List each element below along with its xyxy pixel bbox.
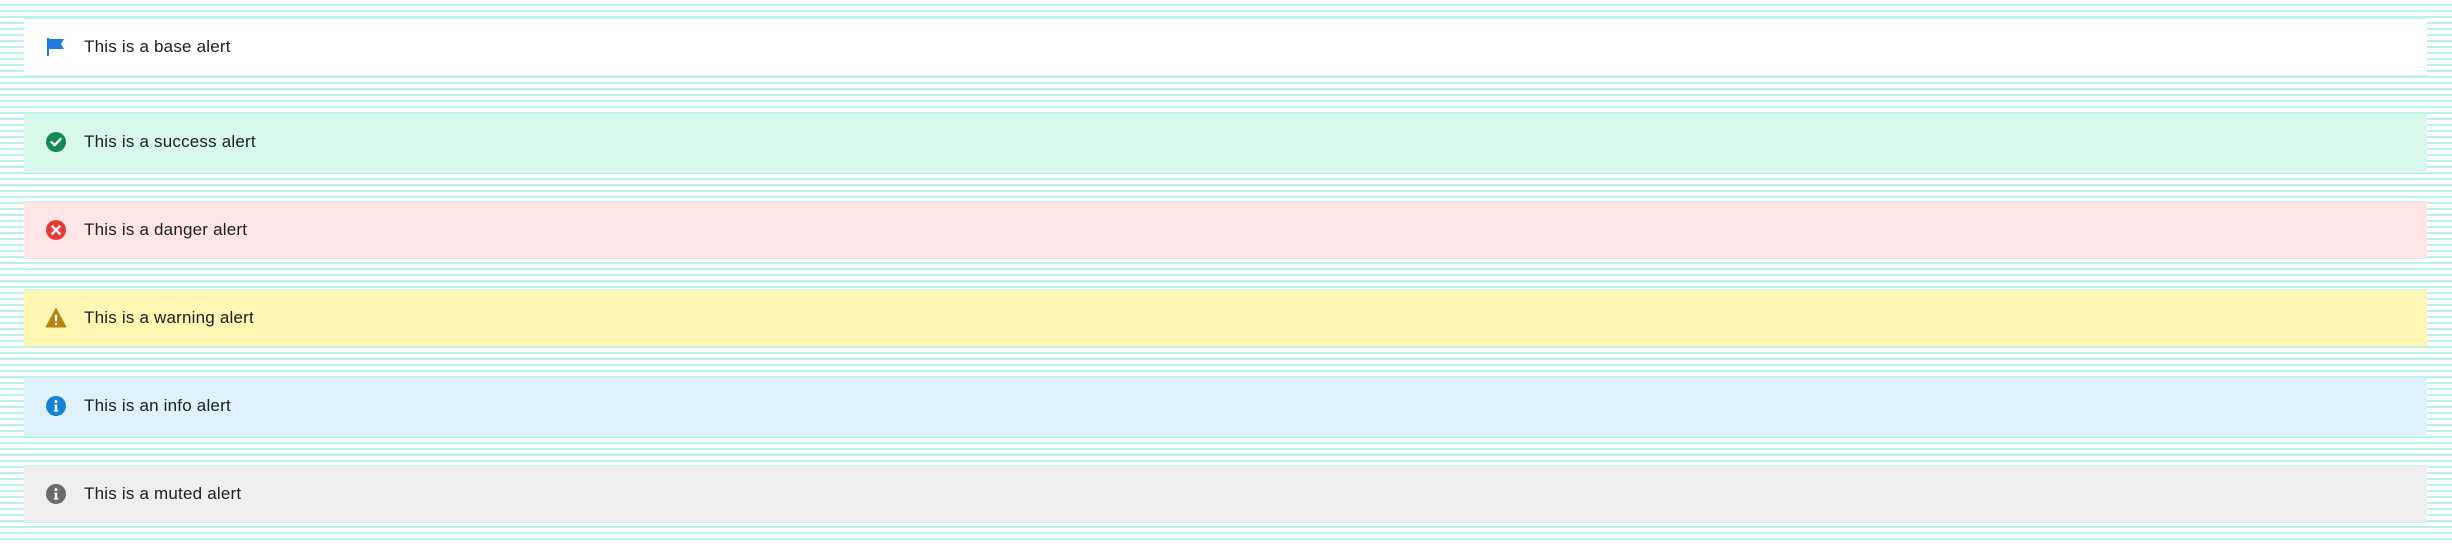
- warning-alert: This is a warning alert: [24, 289, 2427, 347]
- base-alert: This is a base alert: [24, 18, 2427, 76]
- danger-alert: This is a danger alert: [24, 201, 2427, 259]
- info-circle-icon: [45, 395, 67, 417]
- success-alert: This is a success alert: [24, 113, 2427, 171]
- alert-message: This is a warning alert: [84, 308, 254, 328]
- check-circle-icon: [45, 131, 67, 153]
- muted-alert: This is a muted alert: [24, 465, 2427, 523]
- alert-message: This is a muted alert: [84, 484, 241, 504]
- alert-message: This is an info alert: [84, 396, 231, 416]
- x-circle-icon: [45, 219, 67, 241]
- alert-message: This is a success alert: [84, 132, 256, 152]
- info-circle-icon: [45, 483, 67, 505]
- alert-message: This is a base alert: [84, 37, 231, 57]
- warning-triangle-icon: [45, 307, 67, 329]
- flag-icon: [45, 36, 67, 58]
- alert-message: This is a danger alert: [84, 220, 247, 240]
- info-alert: This is an info alert: [24, 377, 2427, 435]
